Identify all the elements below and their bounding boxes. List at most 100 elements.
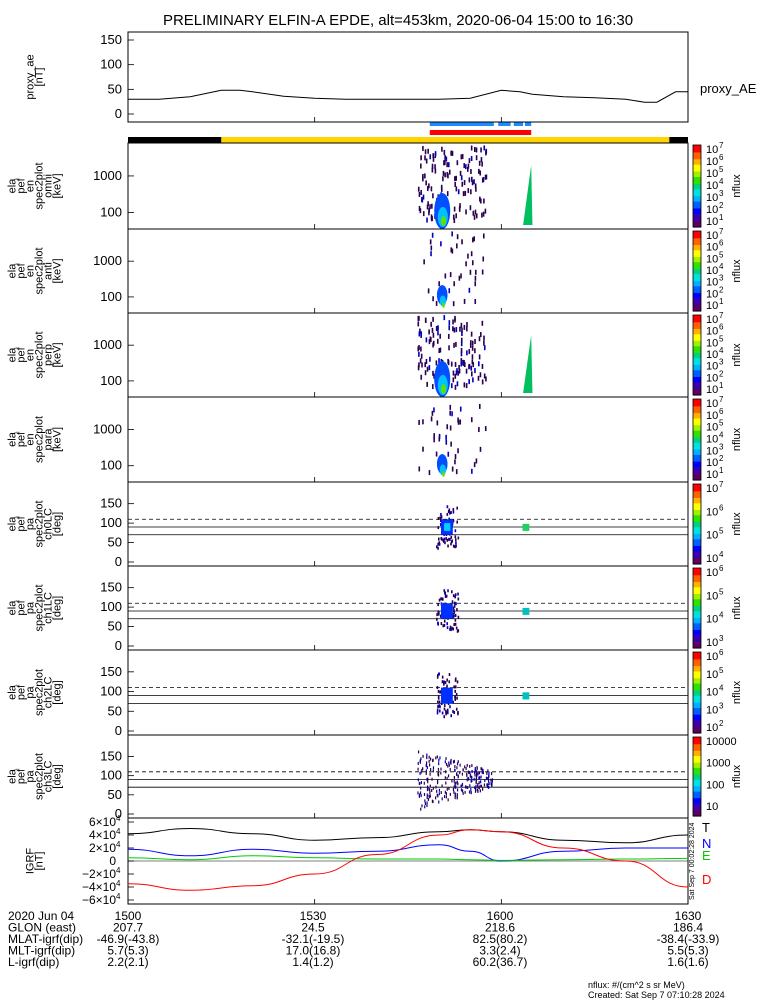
spectrogram-pixel [437, 773, 440, 777]
colorbar-segment [693, 377, 701, 380]
plot-title: PRELIMINARY ELFIN-A EPDE, alt=453km, 202… [163, 12, 633, 29]
colorbar-segment [693, 369, 701, 372]
proxy-ae-legend: proxy_AE [700, 81, 757, 96]
colorbar-tick-exponent: 2 [719, 201, 724, 210]
colorbar-segment [693, 610, 701, 613]
footer-row-value: 218.6 [485, 921, 515, 935]
colorbar-segment [693, 353, 701, 356]
spectrogram-pixel [473, 777, 475, 781]
colorbar-segment [693, 303, 701, 305]
spectrogram-pixel [453, 775, 455, 779]
spectrogram-pixel [457, 592, 459, 596]
colorbar-tick: 10 [706, 614, 718, 626]
spectrogram-pixel [443, 315, 446, 321]
spectrogram-pixel [429, 239, 432, 245]
colorbar-label-text: nflux [731, 512, 743, 536]
footer-row-value: 3.3(2.4) [479, 944, 520, 958]
colorbar-segment [693, 475, 701, 478]
spectrogram-pixel [461, 772, 464, 776]
colorbar-segment [693, 276, 701, 279]
colorbar-segment [693, 187, 701, 190]
spectrogram-pixel [430, 251, 432, 257]
colorbar-segment [693, 492, 701, 494]
colorbar-tick: 10 [706, 422, 718, 434]
spectrogram-pixel [474, 767, 476, 771]
spectrogram-pixel [479, 446, 482, 452]
spectrogram-pixel [420, 331, 423, 337]
igrf-legend-T: T [702, 820, 710, 835]
spectrogram-pixel [449, 760, 452, 764]
colorbar-segment [693, 685, 701, 688]
colorbar-segment [693, 344, 701, 347]
colorbar-segment [693, 668, 701, 671]
colorbar-segment [693, 248, 701, 251]
spectrogram-pixel [475, 186, 477, 192]
colorbar-segment [693, 209, 701, 212]
spectrogram-pixel [431, 167, 434, 173]
spectrogram-pixel [438, 788, 441, 792]
colorbar-segment [693, 767, 701, 770]
spectrogram-pixel [420, 374, 423, 380]
colorbar-segment [693, 710, 701, 712]
spectrogram-pixel [488, 771, 490, 775]
spectrogram-pixel [448, 288, 451, 294]
colorbar-segment [693, 268, 701, 271]
colorbar-segment [693, 443, 701, 446]
colorbar-segment [693, 175, 701, 178]
spectrogram-pixel [471, 176, 473, 182]
spectrogram-pixel [466, 772, 468, 776]
spectrogram-pixel [456, 772, 458, 776]
spectrogram-pixel [456, 680, 459, 684]
ylabel-line: pef [16, 768, 28, 784]
colorbar-segment [693, 333, 701, 336]
colorbar-tick: 10 [706, 156, 718, 168]
spectrogram-pixel [456, 608, 458, 612]
colorbar-segment [693, 497, 701, 500]
colorbar-label-text: nflux [731, 174, 743, 198]
spectrogram-pixel [448, 673, 451, 677]
ylabel-line: spec2plot [34, 669, 46, 716]
ytick-label: 2×10 [89, 841, 116, 855]
colorbar-segment [693, 490, 701, 493]
colorbar-segment [693, 471, 701, 474]
spectrogram-pixel [469, 342, 472, 348]
colorbar-tick: 10 [706, 384, 718, 396]
spectrogram-pixel [446, 538, 449, 542]
spectrogram-pixel [475, 780, 477, 784]
spectrogram-pixel [456, 795, 458, 799]
colorbar-segment [693, 405, 701, 408]
colorbar-segment [693, 243, 701, 245]
spectrogram-pixel [455, 692, 458, 696]
spectrogram-pixel [432, 766, 435, 770]
colorbar-segment [693, 549, 701, 552]
colorbar-segment [693, 609, 701, 612]
colorbar-segment [693, 658, 701, 661]
colorbar-segment [693, 213, 701, 216]
spectrogram-pixel [420, 770, 422, 774]
colorbar-segment [693, 348, 701, 351]
colorbar-tick: 10 [706, 530, 718, 542]
spectrogram-pixel [457, 597, 460, 601]
ylabel-line: IGRF [25, 848, 37, 875]
colorbar-segment [693, 788, 701, 791]
colorbar-segment [693, 161, 701, 164]
colorbar-segment [693, 665, 701, 668]
colorbar-tick: 10 [706, 651, 718, 663]
spectrogram-pixel [431, 799, 433, 803]
colorbar-segment [693, 154, 701, 157]
spectrogram-pixel [437, 612, 440, 616]
spectrogram-pixel [447, 162, 450, 168]
colorbar-tick-exponent: 4 [719, 177, 724, 186]
spectrogram-pixel [486, 783, 488, 787]
spectrogram-pixel [445, 439, 448, 445]
spectrogram-pixel [426, 381, 428, 387]
colorbar-segment [693, 372, 701, 375]
colorbar-segment [693, 388, 701, 391]
spectrogram-pixel [451, 600, 454, 604]
colorbar-label-text: nflux [731, 680, 743, 704]
colorbar-tick: 10 [706, 314, 718, 326]
colorbar-segment [693, 430, 701, 432]
colorbar-segment [693, 435, 701, 438]
spectrogram-pixel [477, 782, 479, 786]
spectrogram-pixel [454, 459, 456, 465]
